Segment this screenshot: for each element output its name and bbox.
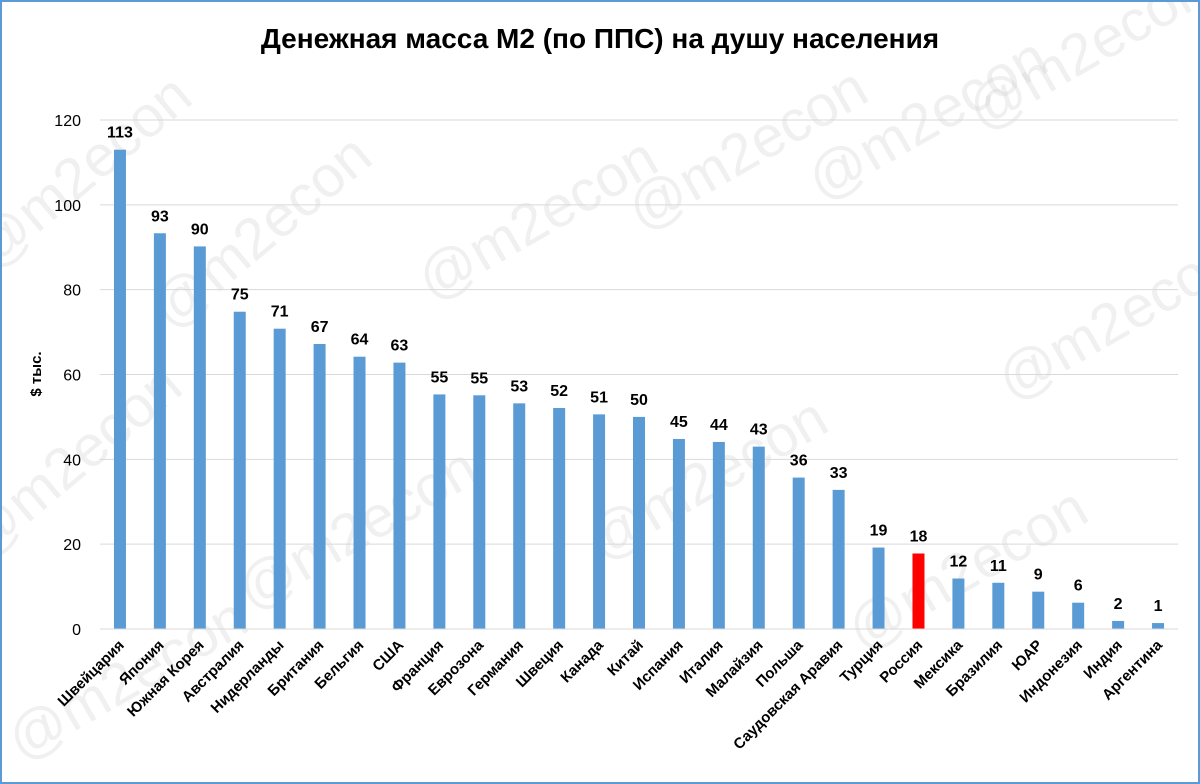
bar [153, 233, 166, 629]
data-label: 67 [311, 319, 329, 336]
data-label: 93 [151, 208, 169, 225]
bar [1072, 602, 1085, 629]
data-label: 53 [510, 378, 528, 395]
x-tick-label: Канада [557, 636, 607, 686]
data-label: 1 [1154, 598, 1163, 615]
y-axis-title: $ тыс. [28, 351, 45, 396]
data-label: 50 [630, 392, 648, 409]
data-label: 71 [271, 304, 289, 321]
data-label: 113 [107, 125, 133, 142]
data-label: 55 [470, 370, 488, 387]
bar [1112, 620, 1125, 629]
data-label: 6 [1074, 578, 1083, 595]
bar [832, 489, 845, 629]
data-label: 36 [790, 453, 808, 470]
data-label: 52 [550, 383, 568, 400]
data-label: 11 [990, 558, 1007, 575]
y-tick-label: 60 [63, 368, 81, 385]
bars [113, 149, 1165, 630]
data-label: 51 [590, 389, 608, 406]
bar [633, 416, 645, 629]
bar [473, 395, 486, 629]
bar [752, 446, 765, 629]
data-label: 9 [1034, 567, 1043, 584]
bar [712, 441, 725, 629]
data-labels: 113 93 90 75 71 67 64 63 55 55 53 52 51 50 45 44 43 36 33 1… [107, 125, 1163, 615]
data-label: 33 [830, 465, 848, 482]
bar [593, 414, 606, 629]
bar [1032, 591, 1045, 629]
data-label: 75 [231, 287, 249, 304]
bar [792, 477, 805, 629]
watermark-text: @m2econ [406, 124, 668, 313]
bar [1152, 623, 1165, 629]
bar [872, 547, 885, 629]
bar [912, 553, 925, 629]
data-label: 55 [430, 369, 448, 386]
bar [952, 578, 965, 629]
watermark-text: @m2econ [956, 2, 1198, 143]
data-label: 12 [950, 554, 968, 571]
y-tick-label: 80 [63, 283, 81, 300]
bar [353, 356, 366, 629]
y-tick-label: 20 [63, 537, 81, 554]
chart-title: Денежная масса М2 (по ППС) на душу насел… [261, 23, 939, 54]
data-label: 44 [710, 417, 728, 434]
bar [553, 408, 566, 629]
data-label: 45 [670, 414, 688, 431]
data-label: 19 [870, 523, 888, 540]
y-tick-label: 100 [54, 198, 81, 215]
bar [513, 403, 526, 629]
bar [113, 149, 126, 630]
x-tick-label: ЮАР [1009, 637, 1046, 674]
bar [273, 328, 286, 629]
data-label: 18 [910, 528, 928, 545]
bar [433, 394, 446, 629]
y-tick-label: 120 [54, 113, 81, 130]
y-tick-label: 0 [72, 622, 81, 639]
bar [313, 343, 326, 629]
bar [193, 246, 206, 629]
data-label: 63 [391, 338, 409, 355]
watermark-text: @m2econ [139, 122, 384, 342]
bar [233, 311, 246, 629]
data-label: 90 [191, 221, 209, 238]
data-label: 2 [1114, 596, 1123, 613]
bar [992, 582, 1005, 629]
y-tick-label: 40 [63, 452, 81, 469]
bar [393, 362, 406, 629]
watermark-text: @m2econ [986, 224, 1198, 413]
watermark-text: @m2econ [2, 62, 204, 282]
y-axis-ticks: 0 20 40 60 80 100 120 [54, 113, 81, 639]
data-label: 64 [351, 332, 369, 349]
data-label: 43 [750, 422, 768, 439]
bar [672, 438, 685, 629]
